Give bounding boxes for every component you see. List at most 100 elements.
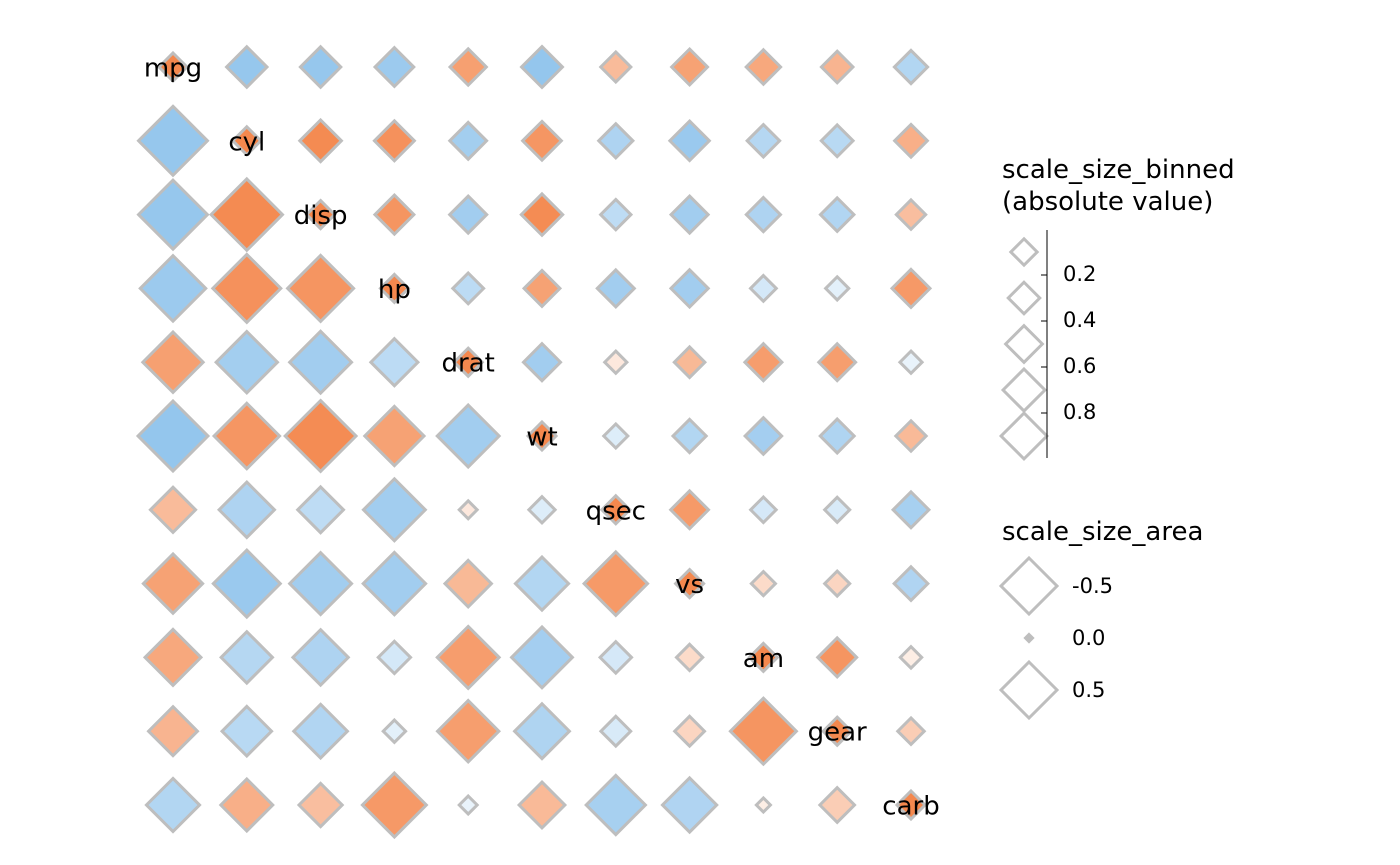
- cell-carb-am: [754, 795, 773, 815]
- cell-am-mpg: [142, 627, 204, 688]
- cell-am-cyl: [219, 629, 275, 686]
- cell-qsec-drat: [457, 498, 480, 521]
- cell-gear-cyl: [219, 704, 274, 759]
- cell-gear-qsec: [598, 714, 633, 749]
- cell-wt-qsec: [601, 421, 630, 451]
- cell-drat-drat: [452, 346, 485, 379]
- cell-drat-cyl: [213, 329, 280, 396]
- cell-mpg-qsec: [598, 49, 633, 85]
- legend-area-label: 0.5: [1072, 678, 1105, 702]
- var-label-cyl: cyl: [228, 127, 265, 157]
- cell-mpg-wt: [519, 44, 565, 90]
- cell-am-hp: [376, 639, 413, 676]
- cell-drat-mpg: [140, 329, 206, 395]
- cell-am-qsec: [597, 639, 634, 676]
- cell-qsec-vs: [668, 488, 711, 531]
- cell-gear-gear: [821, 715, 854, 748]
- legend-binned-key-0: [1008, 236, 1040, 268]
- cell-wt-am: [742, 415, 784, 457]
- cell-wt-mpg: [135, 398, 211, 474]
- cell-vs-vs: [673, 567, 706, 600]
- cell-carb-vs: [660, 775, 719, 835]
- cell-carb-cyl: [218, 776, 275, 834]
- cell-wt-hp: [362, 404, 427, 468]
- cell-am-am: [747, 641, 780, 674]
- cell-mpg-drat: [447, 46, 489, 88]
- cell-qsec-hp: [361, 476, 428, 543]
- cell-cyl-am: [745, 122, 782, 160]
- legend-size-area: scale_size_area -0.5 0.0 0.5: [998, 517, 1203, 721]
- legend-area-title: scale_size_area: [1002, 517, 1203, 547]
- cell-wt-gear: [818, 416, 857, 456]
- cell-vs-gear: [822, 568, 852, 599]
- cell-cyl-mpg: [136, 104, 210, 178]
- cell-hp-gear: [823, 274, 851, 303]
- cell-qsec-disp: [295, 484, 346, 535]
- cell-cyl-wt: [520, 119, 564, 163]
- cell-vs-hp: [361, 550, 428, 617]
- cell-cyl-carb: [892, 122, 930, 160]
- legend-binned-title: scale_size_binned: [1002, 155, 1235, 185]
- cell-vs-carb: [892, 564, 930, 603]
- cell-wt-cyl: [211, 401, 282, 471]
- cell-disp-cyl: [209, 176, 285, 253]
- legend-binned-label: 0.4: [1063, 308, 1096, 332]
- legend-binned-key-2: [1003, 323, 1045, 365]
- legend-size-binned: scale_size_binned (absolute value) 0.2 0.…: [998, 155, 1235, 462]
- cell-carb-wt: [516, 779, 568, 831]
- cell-wt-disp: [283, 398, 359, 474]
- cell-disp-drat: [447, 193, 489, 236]
- legend-binned-key-3: [1000, 366, 1048, 414]
- var-label-gear: gear: [808, 718, 867, 748]
- cell-disp-wt: [519, 191, 565, 238]
- cell-wt-vs: [670, 417, 709, 455]
- legend-area-key-1: [1023, 632, 1035, 644]
- legend-area-label: 0.0: [1072, 626, 1105, 650]
- cell-qsec-gear: [822, 495, 852, 525]
- cell-drat-qsec: [602, 348, 630, 376]
- cell-disp-gear: [818, 195, 857, 234]
- cell-drat-hp: [368, 336, 421, 388]
- cell-hp-qsec: [595, 267, 637, 310]
- var-label-carb: carb: [882, 792, 939, 822]
- var-label-am: am: [743, 644, 784, 674]
- cell-am-carb: [898, 644, 924, 671]
- cell-drat-am: [742, 341, 785, 383]
- cell-disp-carb: [894, 197, 928, 232]
- cell-cyl-hp: [372, 118, 417, 163]
- cell-hp-am: [748, 273, 779, 304]
- legend-binned-key-1: [1006, 280, 1042, 316]
- cell-disp-disp: [304, 198, 337, 231]
- cell-gear-am: [728, 696, 799, 767]
- cell-carb-qsec: [584, 773, 648, 837]
- cell-gear-wt: [512, 701, 572, 761]
- cell-carb-hp: [360, 770, 429, 840]
- cell-hp-drat: [450, 270, 486, 306]
- cell-carb-carb: [894, 788, 928, 822]
- cell-hp-carb: [889, 267, 933, 310]
- legend-binned-subtitle: (absolute value): [1002, 187, 1213, 217]
- cell-carb-drat: [457, 793, 480, 817]
- legend-binned-label: 0.2: [1063, 262, 1096, 286]
- cell-qsec-mpg: [148, 485, 198, 535]
- cell-vs-wt: [513, 554, 571, 613]
- var-label-hp: hp: [378, 275, 411, 305]
- cell-gear-carb: [895, 715, 927, 747]
- var-label-mpg: mpg: [144, 54, 202, 84]
- var-label-wt: wt: [526, 423, 557, 453]
- cell-qsec-am: [748, 494, 779, 525]
- cell-hp-hp: [378, 272, 411, 305]
- var-label-qsec: qsec: [586, 496, 646, 526]
- cell-qsec-qsec: [599, 493, 632, 526]
- cell-mpg-vs: [669, 46, 710, 88]
- cell-cyl-cyl: [230, 124, 263, 157]
- cell-drat-disp: [287, 329, 354, 396]
- cell-hp-disp: [285, 253, 356, 324]
- cell-am-disp: [290, 627, 351, 688]
- cell-vs-disp: [287, 550, 354, 617]
- cell-qsec-cyl: [216, 479, 277, 540]
- cell-am-gear: [815, 635, 859, 680]
- cell-gear-mpg: [146, 704, 200, 758]
- cell-am-vs: [674, 642, 705, 673]
